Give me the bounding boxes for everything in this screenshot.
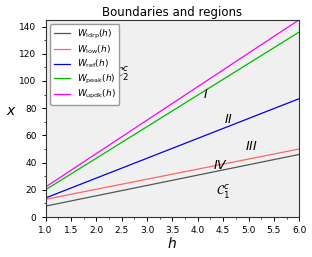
$W_{\mathrm{ldrp}}(h)$ bbox=[194, 174, 197, 177]
$W_{\mathrm{low}}(h)$ bbox=[45, 198, 48, 201]
$W_{\mathrm{updk}}(h)$ bbox=[257, 44, 261, 48]
$W_{\mathrm{ref}}(h)$ bbox=[297, 97, 301, 100]
$W_{\mathrm{updk}}(h)$ bbox=[199, 83, 203, 86]
$W_{\mathrm{low}}(h)$ bbox=[195, 168, 198, 171]
$W_{\mathrm{ref}}(h)$ bbox=[199, 136, 203, 139]
$W_{\mathrm{ldrp}}(h)$ bbox=[274, 158, 277, 161]
Y-axis label: $x$: $x$ bbox=[6, 104, 16, 118]
Line: $W_{\mathrm{ldrp}}(h)$: $W_{\mathrm{ldrp}}(h)$ bbox=[46, 154, 299, 206]
$W_{\mathrm{ldrp}}(h)$ bbox=[44, 205, 47, 208]
$W_{\mathrm{ref}}(h)$ bbox=[257, 113, 261, 116]
$W_{\mathrm{ldrp}}(h)$ bbox=[257, 161, 261, 164]
X-axis label: $h$: $h$ bbox=[168, 236, 177, 251]
Line: $W_{\mathrm{updk}}(h)$: $W_{\mathrm{updk}}(h)$ bbox=[46, 20, 299, 187]
Text: $II$: $II$ bbox=[224, 113, 233, 126]
$W_{\mathrm{peak}}(h)$ bbox=[257, 55, 261, 58]
$W_{\mathrm{ldrp}}(h)$ bbox=[195, 174, 198, 177]
$W_{\mathrm{peak}}(h)$ bbox=[297, 30, 301, 33]
$W_{\mathrm{low}}(h)$ bbox=[257, 155, 261, 159]
Text: $\mathcal{C}_1^c$: $\mathcal{C}_1^c$ bbox=[216, 184, 230, 201]
$W_{\mathrm{ldrp}}(h)$ bbox=[45, 204, 48, 207]
$W_{\mathrm{peak}}(h)$ bbox=[195, 94, 198, 97]
$W_{\mathrm{ref}}(h)$ bbox=[274, 106, 277, 109]
Legend: $W_{\mathrm{ldrp}}(h)$, $W_{\mathrm{low}}(h)$, $W_{\mathrm{ref}}(h)$, $W_{\mathr: $W_{\mathrm{ldrp}}(h)$, $W_{\mathrm{low}… bbox=[50, 24, 119, 105]
Text: $IV$: $IV$ bbox=[213, 159, 228, 172]
Title: Boundaries and regions: Boundaries and regions bbox=[102, 6, 242, 19]
Line: $W_{\mathrm{peak}}(h)$: $W_{\mathrm{peak}}(h)$ bbox=[46, 32, 299, 190]
$W_{\mathrm{ref}}(h)$ bbox=[45, 196, 48, 199]
$W_{\mathrm{ref}}(h)$ bbox=[195, 137, 198, 140]
$W_{\mathrm{updk}}(h)$ bbox=[195, 86, 198, 89]
$W_{\mathrm{low}}(h)$ bbox=[274, 152, 277, 155]
$W_{\mathrm{updk}}(h)$ bbox=[274, 34, 277, 37]
$W_{\mathrm{low}}(h)$ bbox=[199, 167, 203, 170]
Text: $III$: $III$ bbox=[245, 140, 257, 153]
$W_{\mathrm{updk}}(h)$ bbox=[297, 18, 301, 21]
$W_{\mathrm{low}}(h)$ bbox=[194, 168, 197, 171]
$W_{\mathrm{peak}}(h)$ bbox=[194, 95, 197, 98]
$W_{\mathrm{updk}}(h)$ bbox=[194, 86, 197, 89]
$W_{\mathrm{updk}}(h)$ bbox=[45, 185, 48, 188]
Text: $\mathcal{C}_2^c$: $\mathcal{C}_2^c$ bbox=[115, 65, 129, 83]
$W_{\mathrm{peak}}(h)$ bbox=[274, 45, 277, 48]
$W_{\mathrm{ref}}(h)$ bbox=[194, 138, 197, 141]
$W_{\mathrm{ldrp}}(h)$ bbox=[199, 173, 203, 176]
$W_{\mathrm{low}}(h)$ bbox=[297, 148, 301, 151]
Text: $I$: $I$ bbox=[203, 88, 208, 101]
$W_{\mathrm{peak}}(h)$ bbox=[199, 92, 203, 95]
$W_{\mathrm{ldrp}}(h)$ bbox=[297, 153, 301, 156]
$W_{\mathrm{low}}(h)$ bbox=[44, 198, 47, 201]
$W_{\mathrm{updk}}(h)$ bbox=[44, 186, 47, 189]
Line: $W_{\mathrm{ref}}(h)$: $W_{\mathrm{ref}}(h)$ bbox=[46, 99, 299, 198]
Line: $W_{\mathrm{low}}(h)$: $W_{\mathrm{low}}(h)$ bbox=[46, 149, 299, 199]
$W_{\mathrm{peak}}(h)$ bbox=[45, 188, 48, 191]
$W_{\mathrm{ref}}(h)$ bbox=[44, 196, 47, 199]
$W_{\mathrm{peak}}(h)$ bbox=[44, 188, 47, 191]
